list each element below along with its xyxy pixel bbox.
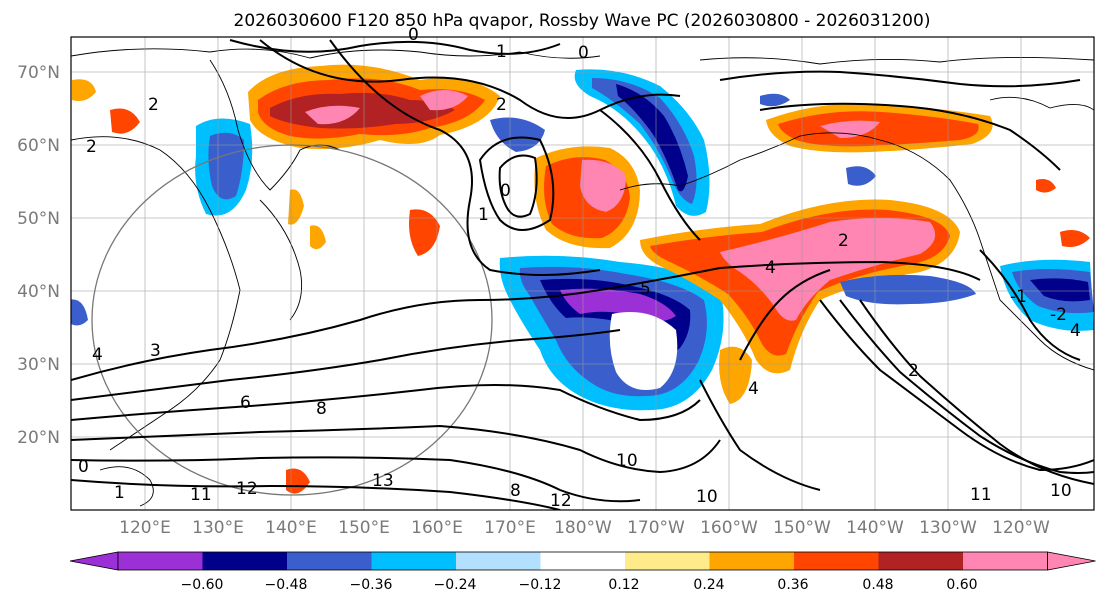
contour-label: 8 [316,399,327,419]
lon-tick-label: 130°E [192,518,244,538]
colorbar-tick-labels: −0.60 −0.48 −0.36 −0.24 −0.12 0.12 0.24 … [181,577,978,593]
lon-tick-label: 180°W [554,518,612,538]
colorbar-bin [794,552,879,570]
contour-label: 13 [372,471,394,491]
contour-label: 1 [496,42,507,62]
contour-label: 11 [190,485,212,505]
contour-label: 2 [496,95,507,115]
colorbar-tick-label: −0.36 [350,577,393,593]
colorbar-tick-label: −0.12 [519,577,562,593]
contour-label: 2 [148,95,159,115]
colorbar-tick-label: −0.60 [181,577,224,593]
latitude-ticks: 70°N 60°N 50°N 40°N 30°N 20°N [17,63,60,448]
colorbar-tick-label: −0.48 [265,577,308,593]
lon-tick-label: 160°E [411,518,463,538]
gridlines [71,37,1094,510]
colorbar-bin [202,552,288,570]
colorbar-bin [456,552,541,570]
contour-label: 3 [150,341,161,361]
contour-label: 11 [970,485,992,505]
contour-label: 10 [1050,481,1072,501]
contour-label: 12 [236,479,258,499]
longitude-ticks: 120°E 130°E 140°E 150°E 160°E 170°E 180°… [119,518,1050,538]
contour-lines [71,39,1094,510]
colorbar-bin [625,552,710,570]
contour-label: 6 [240,393,251,413]
lat-tick-label: 30°N [17,355,60,375]
colorbar-bin [118,552,203,570]
contour-label: 4 [92,345,103,365]
lon-tick-label: 140°W [846,518,904,538]
map-panel [70,36,1095,511]
lon-tick-label: 120°E [119,518,171,538]
contour-label: 0 [578,43,589,63]
contour-label: 0 [408,25,419,45]
colorbar-bin [287,552,372,570]
colorbar-tick-label: −0.24 [434,577,477,593]
colorbar-frame [117,551,1048,571]
lon-tick-label: 160°W [700,518,758,538]
colorbar-tick-label: 0.24 [693,577,724,593]
colorbar-bin [709,552,795,570]
contour-label: 10 [696,487,718,507]
contour-label: 12 [550,491,572,511]
lat-tick-label: 40°N [17,282,60,302]
contour-label: 4 [1070,321,1081,341]
contour-label: 0 [500,181,511,201]
contour-label: 1 [114,483,125,503]
colorbar-tick-label: 0.60 [946,577,977,593]
contour-label: 5 [640,279,651,299]
lon-tick-label: 140°E [265,518,317,538]
contour-label: 4 [765,258,776,278]
contour-label: -2 [1050,305,1067,325]
colorbar-bin [963,552,1048,570]
contour-label: 4 [748,379,759,399]
contour-label: 2 [908,361,919,381]
shaded-anomaly-fields [71,64,1094,494]
colorbar [69,551,1096,571]
contour-label: -1 [1010,287,1027,307]
lon-tick-label: 150°W [773,518,831,538]
lat-tick-label: 20°N [17,428,60,448]
colorbar-extend-high [1047,551,1096,571]
map-frame [70,36,1095,511]
lon-tick-label: 130°W [919,518,977,538]
lat-tick-label: 70°N [17,63,60,83]
colorbar-tick-label: 0.12 [608,577,639,593]
lat-tick-label: 50°N [17,209,60,229]
colorbar-bin [540,552,626,570]
contour-label: 1 [478,205,489,225]
colorbar-tick-label: 0.36 [777,577,808,593]
contour-labels: 0 1 0 2 2 0 1 2 4 5 6 8 12 11 13 8 10 12… [78,25,1081,511]
figure-title: 2026030600 F120 850 hPa qvapor, Rossby W… [234,11,931,31]
colorbar-tick-label: 0.48 [862,577,893,593]
lon-tick-label: 170°W [627,518,685,538]
lon-tick-label: 170°E [484,518,536,538]
colorbar-bin [878,552,964,570]
reference-circle [91,144,493,496]
lon-tick-label: 150°E [338,518,390,538]
contour-label: 10 [616,451,638,471]
colorbar-extend-low [69,551,119,571]
contour-label: 0 [78,457,89,477]
colorbar-bin [371,552,457,570]
lon-tick-label: 120°W [992,518,1050,538]
contour-label: 8 [510,481,521,501]
contour-label: 2 [838,231,849,251]
lat-tick-label: 60°N [17,136,60,156]
contour-label: 2 [86,137,97,157]
